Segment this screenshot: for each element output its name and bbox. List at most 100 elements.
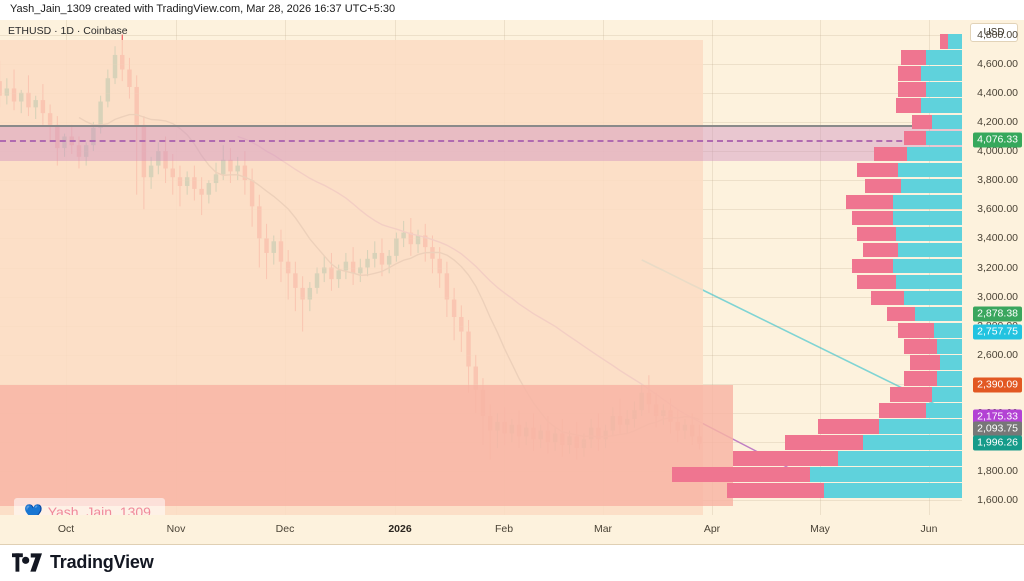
volume-sell-segment (904, 370, 938, 386)
volume-buy-segment (862, 434, 962, 450)
price-tick-label: 4,400.00 (977, 86, 1018, 99)
resistance-band[interactable] (0, 124, 962, 162)
time-tick-label: Nov (166, 523, 186, 535)
volume-buy-segment (906, 146, 962, 162)
grid-line-vertical (820, 20, 821, 515)
band-top-border (0, 124, 962, 127)
time-tick-label: Dec (275, 523, 295, 535)
attribution-text: Yash_Jain_1309 created with TradingView.… (10, 3, 396, 15)
volume-sell-segment (909, 354, 940, 370)
time-tick-label: Apr (703, 523, 721, 535)
volume-sell-segment (904, 130, 927, 146)
volume-profile-row (672, 466, 962, 482)
volume-profile-row (912, 114, 962, 130)
volume-buy-segment (837, 450, 962, 466)
tradingview-logo[interactable]: TradingView (12, 552, 154, 573)
volume-profile-row (851, 258, 962, 274)
time-tick-label: Feb (494, 523, 514, 535)
volume-profile-row (851, 210, 962, 226)
volume-sell-segment (865, 178, 902, 194)
price-level-tag[interactable]: 2,390.09 (973, 377, 1022, 393)
volume-sell-segment (727, 482, 824, 498)
price-level-tag[interactable]: 2,878.38 (973, 306, 1022, 322)
chart-pane[interactable]: ETHUSD · 1D · Coinbase 💙 Yash_Jain_1309 (0, 20, 962, 515)
time-axis-bottom-border (0, 544, 1024, 545)
volume-buy-segment (892, 194, 962, 210)
volume-profile-row (818, 418, 962, 434)
volume-profile-row (904, 338, 962, 354)
chart-legend[interactable]: ETHUSD · 1D · Coinbase (8, 25, 128, 37)
volume-buy-segment (823, 482, 962, 498)
volume-profile-row (895, 98, 962, 114)
price-tick-label: 3,800.00 (977, 174, 1018, 187)
grid-line-horizontal (0, 34, 962, 36)
price-tick-label: 3,000.00 (977, 290, 1018, 303)
volume-buy-segment (920, 66, 962, 82)
volume-buy-segment (926, 50, 962, 66)
volume-profile-row (862, 242, 962, 258)
volume-profile-row (887, 306, 962, 322)
user-watermark-badge: 💙 Yash_Jain_1309 (14, 498, 165, 515)
volume-profile-row (846, 194, 962, 210)
volume-profile-row (898, 322, 962, 338)
watermark-label: Yash_Jain_1309 (47, 504, 151, 515)
volume-buy-segment (934, 322, 962, 338)
volume-sell-segment (890, 386, 932, 402)
volume-sell-segment (732, 450, 838, 466)
price-level-tag[interactable]: 2,175.33 (973, 409, 1022, 425)
volume-sell-segment (895, 98, 921, 114)
volume-sell-segment (870, 290, 904, 306)
grid-line-vertical (712, 20, 713, 515)
time-axis[interactable]: Oct Nov Dec 2026 Feb Mar Apr May Jun (0, 515, 1024, 545)
volume-buy-segment (901, 178, 962, 194)
volume-buy-segment (939, 354, 962, 370)
volume-sell-segment (857, 274, 896, 290)
volume-profile-row (870, 290, 962, 306)
price-tick-label: 4,600.00 (977, 57, 1018, 70)
volume-profile-row (901, 50, 962, 66)
zone-salmon-overlay (0, 385, 733, 507)
volume-profile-row (939, 34, 962, 50)
price-level-tag[interactable]: 4,076.33 (973, 132, 1022, 148)
volume-profile-row (898, 66, 962, 82)
volume-profile-row (890, 386, 962, 402)
currency-unit-button[interactable]: USD (970, 23, 1018, 42)
price-tick-label: 1,800.00 (977, 465, 1018, 478)
volume-buy-segment (892, 210, 962, 226)
volume-buy-segment (926, 130, 962, 146)
tradingview-wordmark: TradingView (50, 552, 154, 572)
time-tick-label: Jun (920, 523, 938, 535)
blue-heart-icon: 💙 (24, 503, 43, 516)
volume-profile-row (727, 482, 962, 498)
volume-sell-segment (873, 146, 907, 162)
time-tick-label: Mar (593, 523, 613, 535)
volume-sell-segment (939, 34, 949, 50)
volume-sell-segment (862, 242, 899, 258)
volume-sell-segment (672, 466, 811, 482)
volume-profile-row (873, 146, 962, 162)
price-axis[interactable]: USD 4,800.00 4,600.00 4,400.00 4,200.00 4,00… (962, 20, 1024, 515)
price-tick-label: 1,600.00 (977, 494, 1018, 507)
volume-buy-segment (931, 386, 962, 402)
volume-sell-segment (851, 258, 893, 274)
volume-sell-segment (846, 194, 893, 210)
footer-bar: TradingView (0, 545, 1024, 581)
volume-buy-segment (948, 34, 962, 50)
volume-sell-segment (857, 162, 899, 178)
volume-sell-segment (898, 82, 927, 98)
volume-sell-segment (857, 226, 896, 242)
volume-buy-segment (937, 338, 962, 354)
price-level-tag[interactable]: 2,757.75 (973, 324, 1022, 340)
volume-buy-segment (926, 402, 962, 418)
volume-buy-segment (915, 306, 962, 322)
volume-profile-row (909, 354, 962, 370)
price-level-tag[interactable]: 2,093.75 (973, 421, 1022, 437)
volume-sell-segment (879, 402, 927, 418)
attribution-bar: Yash_Jain_1309 created with TradingView.… (0, 0, 1024, 20)
time-tick-label: Oct (57, 523, 75, 535)
price-level-tag[interactable]: 1,996.26 (973, 435, 1022, 451)
volume-sell-segment (898, 66, 921, 82)
price-tick-label: 3,600.00 (977, 203, 1018, 216)
tradingview-mark-icon (12, 553, 42, 572)
